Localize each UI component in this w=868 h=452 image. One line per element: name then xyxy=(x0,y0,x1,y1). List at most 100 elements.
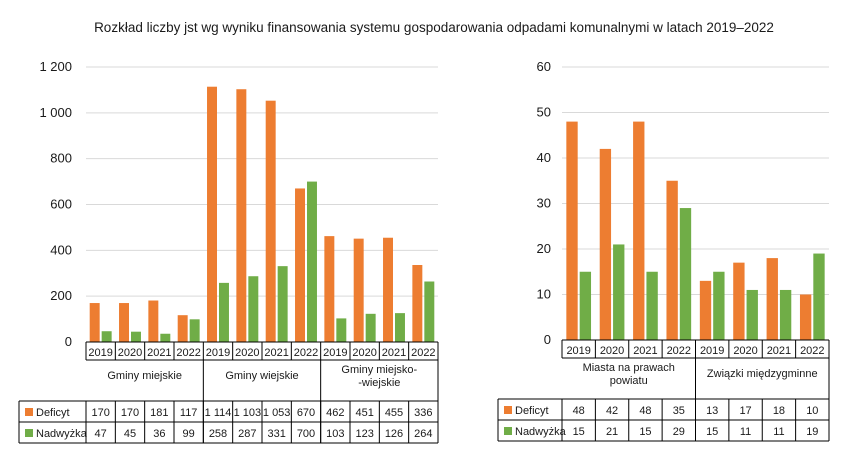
data-label: 1 053 xyxy=(263,407,291,419)
group-label: Związki międzygminne xyxy=(707,368,818,380)
legend-swatch-nadwyzka xyxy=(504,427,512,435)
data-label: 287 xyxy=(238,428,256,440)
bar-nadwyzka xyxy=(365,313,376,342)
data-label: 18 xyxy=(773,405,785,417)
bar-nadwyzka xyxy=(679,208,692,340)
data-label: 35 xyxy=(673,405,685,417)
data-label: 36 xyxy=(153,428,165,440)
bar-deficyt xyxy=(177,315,188,342)
y-tick-label: 20 xyxy=(537,241,551,256)
bar-nadwyzka xyxy=(131,331,141,342)
x-year-label: 2021 xyxy=(147,347,171,359)
bar-deficyt xyxy=(799,294,812,340)
y-tick-label: 1 200 xyxy=(39,59,72,74)
data-label: 15 xyxy=(573,426,585,438)
bar-nadwyzka xyxy=(248,276,259,342)
data-label: 700 xyxy=(297,428,315,440)
y-tick-label: 40 xyxy=(537,150,551,165)
bar-nadwyzka xyxy=(746,289,758,340)
data-label: 451 xyxy=(355,407,373,419)
bar-deficyt xyxy=(295,188,305,342)
bar-nadwyzka xyxy=(779,289,792,340)
data-label: 48 xyxy=(639,405,651,417)
group-label: Gminy wiejskie xyxy=(225,370,298,382)
bar-deficyt xyxy=(119,303,129,342)
bar-deficyt xyxy=(733,262,745,340)
data-label: 42 xyxy=(606,405,618,417)
chart-1: 0 200 400 600 800 1 000 1 200 2019 2020 2021 2022 2… xyxy=(18,59,439,444)
y-tick-label: 1 000 xyxy=(39,105,72,120)
legend-label: Deficyt xyxy=(36,407,70,419)
data-label: 11 xyxy=(740,426,751,438)
x-year-label: 2019 xyxy=(700,345,724,357)
bar-nadwyzka xyxy=(336,318,347,342)
data-label: 11 xyxy=(773,426,784,438)
group-label: Gminy miejskie xyxy=(107,370,182,382)
data-label: 103 xyxy=(326,428,344,440)
x-year-label: 2020 xyxy=(235,347,259,359)
data-label: 336 xyxy=(414,407,432,419)
x-year-label: 2019 xyxy=(566,345,590,357)
x-year-label: 2019 xyxy=(323,347,347,359)
data-label: 455 xyxy=(385,407,403,419)
data-label: 331 xyxy=(267,428,285,440)
bar-nadwyzka xyxy=(160,333,171,342)
data-label: 126 xyxy=(385,428,403,440)
y-tick-label: 0 xyxy=(544,332,551,347)
group-label: Gminy miejsko- xyxy=(341,364,417,376)
legend-swatch-nadwyzka xyxy=(25,429,33,437)
data-label: 181 xyxy=(150,407,168,419)
data-label: 47 xyxy=(95,428,107,440)
x-year-label: 2020 xyxy=(733,345,757,357)
data-label: 123 xyxy=(355,428,373,440)
data-label: 170 xyxy=(121,407,139,419)
data-label: 1 103 xyxy=(234,407,262,419)
legend-swatch-deficyt xyxy=(504,406,512,414)
chart-2: 0 10 20 30 40 50 60 2019 2020 2021 2022 2019 2020 202… xyxy=(497,59,830,442)
data-label: 170 xyxy=(91,407,109,419)
bar-nadwyzka xyxy=(813,253,825,340)
data-label: 10 xyxy=(806,405,818,417)
x-year-label: 2022 xyxy=(667,345,691,357)
bar-nadwyzka xyxy=(613,244,625,340)
x-year-label: 2020 xyxy=(600,345,624,357)
legend-label: Nadwyżka xyxy=(36,428,88,440)
group-label: -wiejskie xyxy=(358,377,400,389)
legend-swatch-deficyt xyxy=(25,408,33,416)
group-label: powiatu xyxy=(610,375,648,387)
data-label: 15 xyxy=(706,426,718,438)
bar-nadwyzka xyxy=(646,271,658,340)
data-label: 29 xyxy=(673,426,685,438)
x-year-label: 2022 xyxy=(800,345,824,357)
data-label: 45 xyxy=(124,428,136,440)
x-year-label: 2021 xyxy=(264,347,288,359)
bar-deficyt xyxy=(383,237,393,342)
y-tick-label: 30 xyxy=(537,196,551,211)
y-tick-label: 800 xyxy=(50,151,72,166)
bar-deficyt xyxy=(265,100,276,342)
y-tick-label: 400 xyxy=(50,242,72,257)
bar-deficyt xyxy=(412,265,423,342)
data-label: 13 xyxy=(706,405,718,417)
bar-deficyt xyxy=(766,258,778,340)
bar-nadwyzka xyxy=(189,319,200,342)
bar-nadwyzka xyxy=(101,331,112,342)
y-tick-label: 600 xyxy=(50,197,72,212)
bar-nadwyzka xyxy=(277,266,288,342)
x-year-label: 2022 xyxy=(294,347,318,359)
x-year-label: 2021 xyxy=(382,347,406,359)
bar-deficyt xyxy=(599,148,612,340)
x-year-label: 2022 xyxy=(411,347,435,359)
x-year-label: 2021 xyxy=(767,345,791,357)
data-label: 462 xyxy=(326,407,344,419)
bar-nadwyzka xyxy=(307,181,317,342)
data-label: 117 xyxy=(180,407,198,419)
x-year-label: 2019 xyxy=(88,347,112,359)
data-label: 15 xyxy=(639,426,651,438)
data-label: 17 xyxy=(739,405,751,417)
y-tick-label: 200 xyxy=(50,288,72,303)
data-label: 21 xyxy=(606,426,618,438)
bar-deficyt xyxy=(699,280,712,340)
bar-deficyt xyxy=(666,180,678,340)
